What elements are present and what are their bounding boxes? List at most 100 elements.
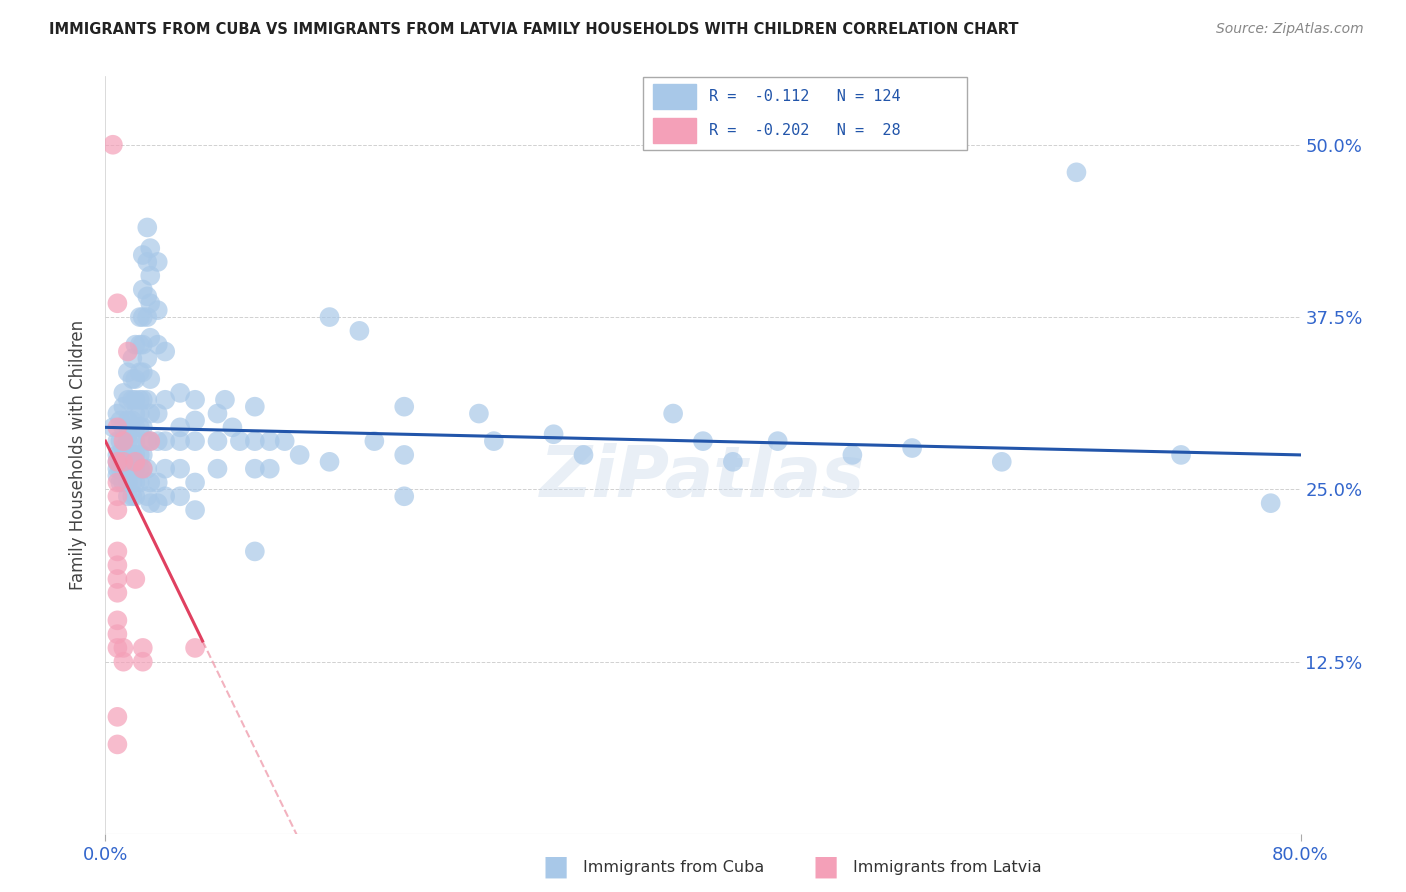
Point [184,503,207,517]
Text: ■: ■ [813,853,838,881]
Point [128,337,150,351]
Point [107,627,129,641]
Point [107,586,129,600]
Point [146,337,169,351]
Point [117,413,139,427]
Point [107,455,129,469]
Point [139,241,162,255]
Point [117,475,139,490]
Point [112,640,135,655]
Point [169,434,191,449]
Point [766,434,789,449]
Point [136,289,159,303]
Point [112,655,135,669]
Point [139,434,162,449]
Point [107,448,129,462]
Point [169,420,191,434]
Point [692,434,714,449]
Point [155,392,177,407]
Point [107,434,129,449]
Point [107,738,129,752]
Point [136,220,159,235]
Point [146,255,169,269]
Point [107,420,129,434]
Point [110,448,132,462]
Bar [652,118,696,143]
Point [990,455,1012,469]
Point [121,461,143,475]
Point [243,544,266,558]
Point [259,461,281,475]
Text: ZiPatlas: ZiPatlas [540,443,866,512]
Point [128,420,150,434]
Point [221,420,243,434]
Point [110,434,132,449]
Point [136,489,159,503]
Point [112,475,135,490]
Point [1066,165,1088,179]
Point [128,365,150,379]
Point [184,640,207,655]
Point [124,489,146,503]
Point [124,475,146,490]
Point [124,448,146,462]
Point [121,372,143,386]
Point [288,448,311,462]
Point [128,461,150,475]
Text: R =  -0.202   N =  28: R = -0.202 N = 28 [709,122,901,137]
Point [128,310,150,324]
Point [124,572,146,586]
Point [132,392,155,407]
Point [243,434,266,449]
Point [136,461,159,475]
Point [128,475,150,490]
Point [155,434,177,449]
Point [146,303,169,318]
Point [107,558,129,573]
Point [394,448,416,462]
Point [112,420,135,434]
Point [662,407,685,421]
Point [107,544,129,558]
Point [112,385,135,400]
Point [1170,448,1192,462]
Point [184,392,207,407]
Point [184,413,207,427]
Point [136,310,159,324]
Point [721,455,744,469]
Point [112,441,135,455]
Point [117,461,139,475]
Point [207,434,229,449]
Point [136,434,159,449]
Point [169,461,191,475]
Point [110,475,132,490]
Point [107,407,129,421]
Point [117,448,139,462]
Point [901,441,924,455]
Text: ■: ■ [543,853,568,881]
Point [139,296,162,310]
Point [139,496,162,510]
Point [121,448,143,462]
Point [229,434,252,449]
Point [124,407,146,421]
FancyBboxPatch shape [643,78,967,150]
Point [155,461,177,475]
Point [136,351,159,366]
Text: Immigrants from Cuba: Immigrants from Cuba [583,860,765,874]
Point [124,392,146,407]
Point [112,434,135,449]
Point [363,434,385,449]
Point [107,640,129,655]
Point [136,255,159,269]
Point [139,372,162,386]
Point [155,344,177,359]
Point [394,400,416,414]
Point [121,392,143,407]
Point [124,420,146,434]
Point [107,613,129,627]
Point [139,475,162,490]
Point [169,385,191,400]
Point [128,407,150,421]
Point [124,461,146,475]
